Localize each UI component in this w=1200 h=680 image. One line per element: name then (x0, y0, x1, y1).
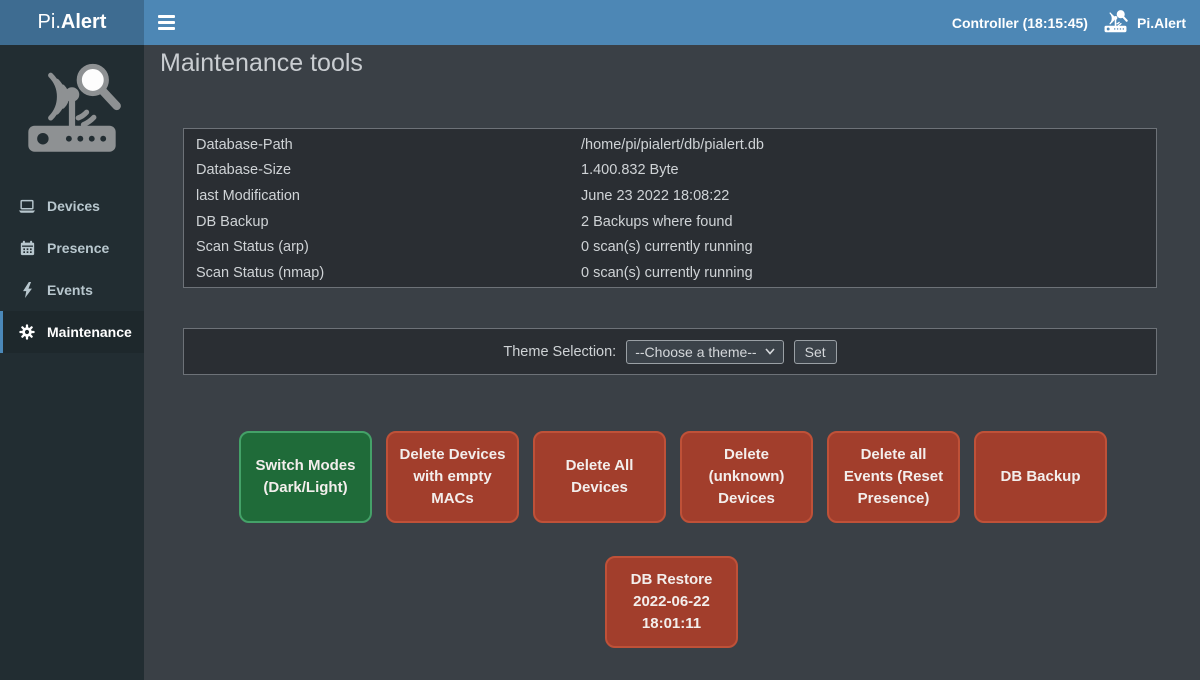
sidebar-menu: Devices Presence Events Maintenance (0, 185, 144, 353)
gear-icon (18, 324, 36, 340)
database-info-panel: Database-Path /home/pi/pialert/db/pialer… (183, 128, 1157, 288)
topbar-right: Controller (18:15:45) (952, 9, 1200, 36)
switch-modes-button[interactable]: Switch Modes (Dark/Light) (239, 431, 372, 523)
theme-set-button[interactable]: Set (793, 339, 837, 364)
row-value: 0 scan(s) currently running (581, 264, 753, 281)
row-value: 2 Backups where found (581, 213, 733, 230)
top-navbar: Controller (18:15:45) (144, 0, 1200, 45)
sidebar-logo (0, 45, 144, 169)
maintenance-actions-row: Switch Modes (Dark/Light) Delete Devices… (239, 431, 1107, 523)
pialert-router-logo-icon (28, 63, 121, 152)
row-value: 0 scan(s) currently running (581, 239, 753, 256)
db-backup-button[interactable]: DB Backup (974, 431, 1107, 523)
brand-logo[interactable]: Pi. Alert (0, 0, 144, 45)
row-value: /home/pi/pialert/db/pialert.db (581, 136, 764, 153)
laptop-icon (18, 199, 36, 214)
table-row: DB Backup 2 Backups where found (184, 209, 1156, 235)
page-title: Maintenance tools (160, 49, 363, 77)
table-row: Scan Status (nmap) 0 scan(s) currently r… (184, 260, 1156, 286)
brand-prefix: Pi. (37, 11, 61, 33)
chevron-down-icon (765, 348, 775, 355)
theme-select[interactable]: --Choose a theme-- (626, 339, 784, 364)
row-label: Database-Size (196, 162, 292, 179)
table-row: last Modification June 23 2022 18:08:22 (184, 183, 1156, 209)
calendar-icon (18, 240, 36, 256)
table-row: Database-Size 1.400.832 Byte (184, 158, 1156, 184)
database-info-table: Database-Path /home/pi/pialert/db/pialer… (184, 132, 1156, 286)
sidebar-item-label: Presence (47, 240, 110, 256)
delete-empty-macs-button[interactable]: Delete Devices with empty MACs (386, 431, 519, 523)
theme-selection-label: Theme Selection: (503, 343, 617, 360)
row-label: Scan Status (nmap) (196, 264, 325, 281)
theme-selection-panel: Theme Selection: --Choose a theme-- Set (183, 328, 1157, 375)
theme-select-value: --Choose a theme-- (635, 343, 757, 360)
row-label: last Modification (196, 187, 300, 204)
header: Pi. Alert Controller (18:15:45) (0, 0, 1200, 45)
sidebar-item-label: Maintenance (47, 324, 132, 340)
db-restore-button[interactable]: DB Restore 2022-06-22 18:01:11 (605, 556, 738, 648)
sidebar-item-label: Events (47, 282, 93, 298)
row-value: June 23 2022 18:08:22 (581, 187, 730, 204)
sidebar-item-label: Devices (47, 198, 100, 214)
table-row: Database-Path /home/pi/pialert/db/pialer… (184, 132, 1156, 158)
delete-unknown-devices-button[interactable]: Delete (unknown) Devices (680, 431, 813, 523)
bolt-icon (18, 282, 36, 298)
row-label: Database-Path (196, 136, 293, 153)
sidebar-item-maintenance[interactable]: Maintenance (0, 311, 144, 353)
sidebar-item-presence[interactable]: Presence (0, 227, 144, 269)
controller-time-label: Controller (18:15:45) (951, 14, 1088, 31)
user-label: Pi.Alert (1136, 14, 1186, 31)
delete-all-devices-button[interactable]: Delete All Devices (533, 431, 666, 523)
row-label: Scan Status (arp) (196, 239, 309, 256)
sidebar-item-devices[interactable]: Devices (0, 185, 144, 227)
hamburger-icon[interactable] (144, 0, 188, 45)
user-menu[interactable]: Pi.Alert (1102, 9, 1186, 36)
row-value: 1.400.832 Byte (581, 162, 679, 179)
main-content: Maintenance tools Database-Path /home/pi… (144, 45, 1200, 680)
delete-all-events-button[interactable]: Delete all Events (Reset Presence) (827, 431, 960, 523)
sidebar-item-events[interactable]: Events (0, 269, 144, 311)
row-label: DB Backup (196, 213, 269, 230)
sidebar: Devices Presence Events Maintenance (0, 45, 144, 680)
pialert-router-icon (1102, 9, 1129, 36)
brand-suffix: Alert (60, 11, 107, 33)
table-row: Scan Status (arp) 0 scan(s) currently ru… (184, 234, 1156, 260)
